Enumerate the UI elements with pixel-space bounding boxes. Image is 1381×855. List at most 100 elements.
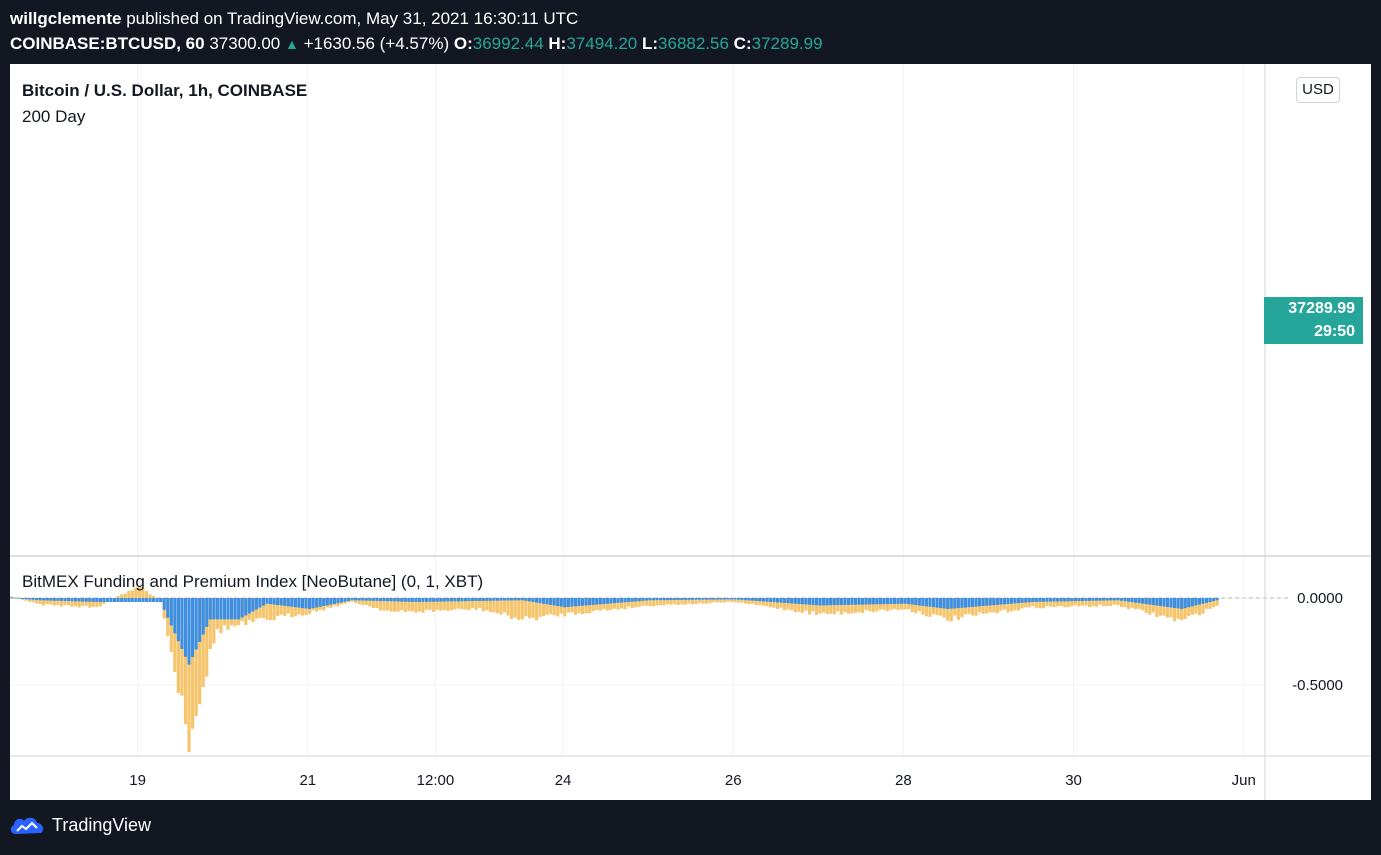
funding-bar (768, 598, 773, 602)
premium-bar (98, 598, 102, 607)
premium-bar (134, 587, 138, 599)
funding-bar (549, 598, 553, 605)
premium-bar (666, 598, 670, 605)
premium-bar (747, 598, 751, 605)
funding-bar (807, 598, 812, 605)
time-tick-label: 12:00 (417, 772, 455, 789)
funding-bar (1095, 598, 1099, 601)
funding-bar (541, 598, 546, 604)
funding-bar (1013, 598, 1017, 604)
premium-bar (1066, 598, 1070, 608)
funding-bar (318, 598, 322, 607)
funding-bar (861, 598, 865, 605)
funding-bar (1176, 598, 1180, 609)
premium-bar (1151, 598, 1155, 613)
funding-bar (1006, 598, 1010, 605)
premium-bar (191, 598, 195, 729)
premium-bar (1070, 598, 1074, 607)
premium-bar (261, 598, 266, 619)
funding-bar (1020, 598, 1024, 603)
premium-bar (722, 598, 726, 603)
premium-bar (733, 598, 737, 603)
funding-bar (921, 598, 925, 606)
premium-bar (428, 598, 432, 610)
premium-bar (846, 598, 851, 614)
funding-bar (77, 598, 81, 602)
funding-bar (811, 598, 815, 605)
premium-bar (471, 598, 475, 608)
premium-bar (850, 598, 854, 614)
premium-bar (456, 598, 461, 609)
funding-bar (113, 598, 117, 602)
funding-bar (212, 598, 216, 620)
funding-bar (393, 598, 397, 602)
premium-bar (797, 598, 801, 612)
premium-bar (1204, 598, 1209, 609)
footer-brand[interactable]: TradingView (8, 814, 151, 836)
premium-bar (910, 598, 914, 613)
currency-button[interactable]: USD (1296, 77, 1340, 103)
funding-bar (765, 598, 769, 602)
premium-bar (1190, 598, 1194, 615)
premium-bar (1162, 598, 1166, 616)
premium-bar (829, 598, 833, 614)
funding-bar (850, 598, 854, 605)
funding-bar (1204, 598, 1209, 603)
funding-bar (946, 598, 950, 609)
funding-bar (59, 598, 63, 601)
funding-bar (612, 598, 617, 604)
funding-bar (180, 598, 184, 649)
premium-bar (1031, 598, 1035, 607)
premium-bar (853, 598, 858, 613)
premium-bar (1126, 598, 1131, 610)
premium-bar (768, 598, 773, 608)
premium-bar (1013, 598, 1017, 611)
funding-bar (935, 598, 939, 608)
premium-bar (1073, 598, 1077, 606)
premium-bar (1155, 598, 1159, 617)
funding-bar (1208, 598, 1212, 602)
premium-bar (662, 598, 666, 606)
premium-bar (492, 598, 496, 613)
funding-bar (726, 598, 730, 600)
premium-bar (1116, 598, 1120, 606)
funding-bar (495, 598, 500, 601)
funding-bar (510, 598, 514, 601)
funding-bar (783, 598, 787, 603)
chart-area[interactable]: 48000.0044000.0040000.0038000.0036000.00… (10, 64, 1371, 800)
funding-bar (258, 598, 262, 608)
premium-bar (1165, 598, 1170, 618)
author-name[interactable]: willgclemente (10, 9, 122, 28)
funding-bar (577, 598, 581, 607)
time-tick-label: Jun (1232, 772, 1256, 789)
premium-bar (683, 598, 687, 605)
funding-bar (942, 598, 946, 609)
premium-bar (1130, 598, 1134, 608)
premium-bar (1006, 598, 1010, 613)
funding-bar (410, 598, 414, 602)
premium-bar (258, 598, 262, 618)
premium-bar (584, 598, 588, 614)
premium-bar (694, 598, 698, 605)
funding-bar (1034, 598, 1038, 602)
funding-bar (471, 598, 475, 602)
funding-bar (31, 598, 35, 600)
funding-bar (595, 598, 599, 605)
low-label: L: (641, 34, 659, 53)
funding-bar (127, 598, 131, 602)
funding-bar (424, 598, 429, 602)
premium-bar (176, 598, 180, 694)
premium-bar (173, 598, 177, 672)
premium-bar (580, 598, 585, 615)
funding-bar (1098, 598, 1102, 601)
funding-bar (378, 598, 383, 602)
premium-bar (49, 598, 53, 605)
chart-canvas[interactable]: 48000.0044000.0040000.0038000.0036000.00… (10, 64, 1371, 800)
premium-bar (123, 593, 127, 599)
funding-bar (556, 598, 560, 607)
funding-bar (1009, 598, 1014, 604)
funding-bar (364, 598, 368, 601)
funding-bar (81, 598, 85, 602)
funding-bar (66, 598, 71, 602)
funding-bar (1119, 598, 1123, 601)
